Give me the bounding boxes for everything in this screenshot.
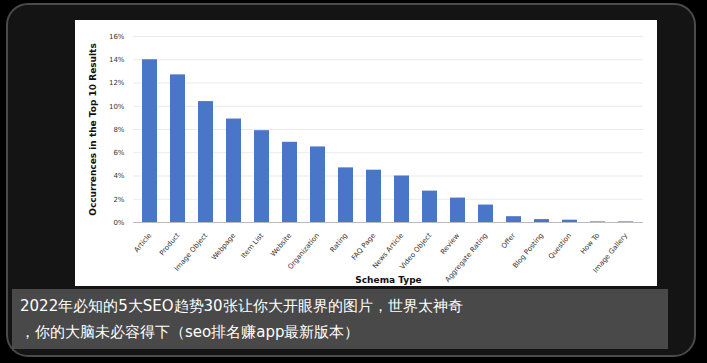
svg-text:Rating: Rating bbox=[329, 232, 350, 254]
svg-text:Article: Article bbox=[133, 232, 154, 254]
svg-text:2%: 2% bbox=[113, 195, 124, 203]
svg-text:Aggregate Rating: Aggregate Rating bbox=[444, 232, 490, 284]
svg-text:How To: How To bbox=[579, 232, 601, 256]
html-text:，你的大脑未必容得下（seo排名赚app最新版本）: ，你的大脑未必容得下（seo排名赚app最新版本） bbox=[20, 323, 360, 341]
svg-text:Website: Website bbox=[269, 232, 293, 259]
svg-text:6%: 6% bbox=[113, 149, 124, 157]
svg-text:Image Gallery: Image Gallery bbox=[592, 232, 630, 275]
html-text:2022年必知的5大SEO趋势30张让你大开眼界的图片，世界: 2022年必知的5大SEO趋势30张让你大开眼界的图片，世界太神奇 bbox=[20, 297, 463, 315]
svg-text:Webpage: Webpage bbox=[210, 232, 237, 262]
svg-text:4%: 4% bbox=[113, 172, 124, 180]
svg-text:12%: 12% bbox=[109, 79, 125, 87]
svg-text:Video Object: Video Object bbox=[398, 231, 433, 271]
svg-text:Schema Type: Schema Type bbox=[355, 275, 421, 285]
svg-text:0%: 0% bbox=[113, 219, 124, 227]
svg-text:FAQ Page: FAQ Page bbox=[350, 232, 377, 262]
svg-text:16%: 16% bbox=[109, 33, 125, 41]
svg-text:Product: Product bbox=[158, 231, 181, 257]
svg-text:10%: 10% bbox=[109, 102, 125, 110]
svg-text:Offer: Offer bbox=[500, 232, 517, 251]
svg-text:14%: 14% bbox=[109, 56, 125, 64]
svg-text:Review: Review bbox=[439, 231, 461, 255]
svg-text:Image Object: Image Object bbox=[173, 231, 209, 272]
svg-text:Occurrences in the Top 10 Resu: Occurrences in the Top 10 Results bbox=[88, 43, 98, 216]
svg-text:Question: Question bbox=[547, 232, 573, 261]
svg-text:Blog Posting: Blog Posting bbox=[511, 232, 545, 270]
svg-text:Item List: Item List bbox=[240, 231, 266, 260]
svg-text:Organization: Organization bbox=[286, 232, 321, 271]
svg-text:News Article: News Article bbox=[371, 231, 406, 271]
svg-text:8%: 8% bbox=[113, 126, 124, 134]
